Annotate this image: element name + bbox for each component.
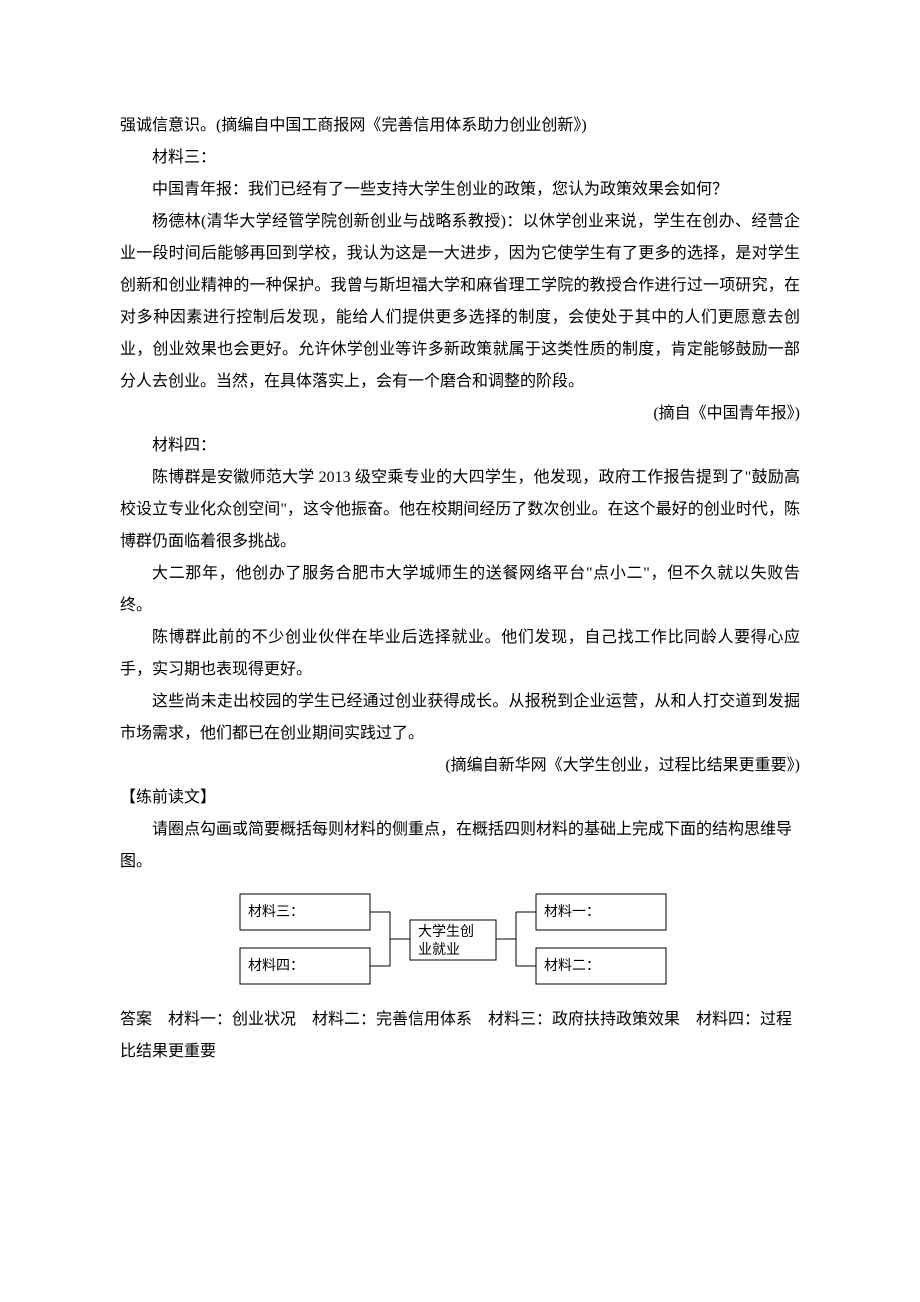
material-3-answer: 杨德林(清华大学经管学院创新创业与战略系教授)：以休学创业来说，学生在创办、经营… — [120, 206, 800, 398]
box-material-1-label: 材料一： — [544, 904, 600, 920]
right-bracket — [496, 912, 536, 966]
material-4-source: (摘编自新华网《大学生创业，过程比结果更重要》) — [120, 750, 800, 782]
box-material-3-label: 材料三： — [248, 904, 304, 920]
center-text-2: 业就业 — [418, 942, 460, 958]
box-material-4-label: 材料四： — [248, 958, 304, 974]
diagram-instruction: 请圈点勾画或简要概括每则材料的侧重点，在概括四则材料的基础上完成下面的结构思维导… — [120, 814, 800, 878]
material-4-label: 材料四： — [120, 430, 800, 462]
material-4-p4: 这些尚未走出校园的学生已经通过创业获得成长。从报税到企业运营，从和人打交道到发掘… — [120, 686, 800, 750]
diagram-svg: 材料三： 材料四： 大学生创 业就业 材料一： 材料二： — [230, 886, 690, 996]
material-4-p1: 陈博群是安徽师范大学 2013 级空乘专业的大四学生，他发现，政府工作报告提到了… — [120, 462, 800, 558]
left-bracket — [370, 912, 410, 966]
paragraph-continuation: 强诚信意识。(摘编自中国工商报网《完善信用体系助力创业创新》) — [120, 110, 800, 142]
material-3-source: (摘自《中国青年报》) — [120, 398, 800, 430]
answer-text: 答案 材料一：创业状况 材料二：完善信用体系 材料三：政府扶持政策效果 材料四：… — [120, 1004, 800, 1068]
material-3-question: 中国青年报：我们已经有了一些支持大学生创业的政策，您认为政策效果会如何？ — [120, 174, 800, 206]
material-4-p2: 大二那年，他创办了服务合肥市大学城师生的送餐网络平台"点小二"，但不久就以失败告… — [120, 558, 800, 622]
structure-diagram: 材料三： 材料四： 大学生创 业就业 材料一： 材料二： — [120, 886, 800, 996]
center-text-1: 大学生创 — [418, 924, 474, 940]
material-4-p3: 陈博群此前的不少创业伙伴在毕业后选择就业。他们发现，自己找工作比同龄人要得心应手… — [120, 622, 800, 686]
material-3-label: 材料三： — [120, 142, 800, 174]
box-material-2-label: 材料二： — [544, 958, 600, 974]
pre-reading-label: 【练前读文】 — [120, 782, 800, 814]
